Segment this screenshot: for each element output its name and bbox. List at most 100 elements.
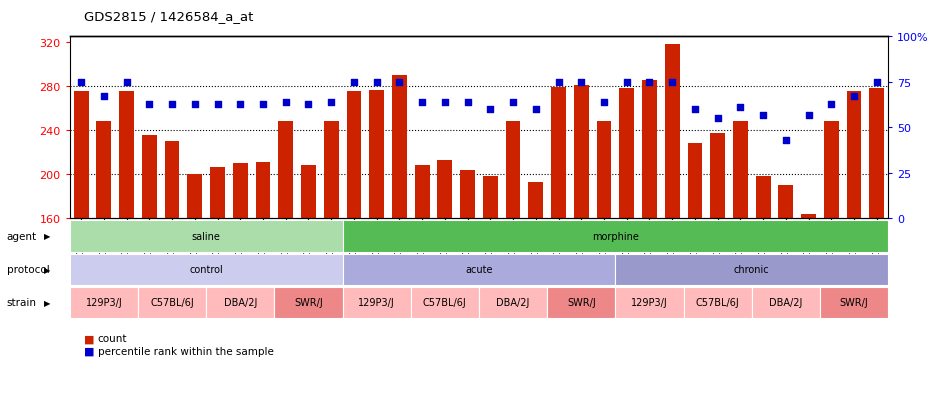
- Text: ▶: ▶: [44, 232, 50, 241]
- Point: [801, 112, 816, 119]
- Point: [483, 107, 498, 113]
- Bar: [528, 183, 543, 219]
- Point: [642, 79, 657, 86]
- Bar: [73, 92, 88, 219]
- Bar: [119, 92, 134, 219]
- Bar: [301, 166, 316, 219]
- Point: [324, 99, 339, 106]
- Point: [756, 112, 771, 119]
- Bar: [392, 76, 406, 219]
- Bar: [437, 161, 452, 219]
- Text: DBA/2J: DBA/2J: [497, 297, 530, 308]
- Text: 129P3/J: 129P3/J: [631, 297, 668, 308]
- Bar: [642, 81, 657, 219]
- Point: [347, 79, 362, 86]
- Point: [506, 99, 521, 106]
- Bar: [665, 45, 680, 219]
- Point: [687, 107, 702, 113]
- Bar: [506, 122, 521, 219]
- Point: [278, 99, 293, 106]
- Point: [528, 107, 543, 113]
- Text: control: control: [190, 264, 223, 275]
- Bar: [460, 171, 475, 219]
- Text: C57BL/6J: C57BL/6J: [150, 297, 194, 308]
- Point: [574, 79, 589, 86]
- Text: SWR/J: SWR/J: [567, 297, 595, 308]
- Point: [619, 79, 634, 86]
- Bar: [232, 164, 247, 219]
- Text: SWR/J: SWR/J: [840, 297, 869, 308]
- Bar: [278, 122, 293, 219]
- Bar: [574, 85, 589, 219]
- Point: [824, 101, 839, 108]
- Text: 129P3/J: 129P3/J: [86, 297, 122, 308]
- Text: ■: ■: [84, 346, 94, 356]
- Text: agent: agent: [7, 231, 36, 242]
- Text: strain: strain: [7, 297, 36, 308]
- Bar: [778, 186, 793, 219]
- Bar: [210, 167, 225, 219]
- Bar: [551, 88, 565, 219]
- Bar: [687, 144, 702, 219]
- Bar: [483, 177, 498, 219]
- Bar: [165, 142, 179, 219]
- Point: [256, 101, 271, 108]
- Bar: [187, 175, 202, 219]
- Point: [460, 99, 475, 106]
- Point: [846, 94, 861, 100]
- Point: [232, 101, 247, 108]
- Point: [733, 105, 748, 112]
- Bar: [415, 166, 430, 219]
- Bar: [711, 134, 725, 219]
- Text: SWR/J: SWR/J: [294, 297, 323, 308]
- Point: [596, 99, 611, 106]
- Bar: [801, 214, 816, 219]
- Text: chronic: chronic: [734, 264, 769, 275]
- Bar: [619, 89, 634, 219]
- Text: percentile rank within the sample: percentile rank within the sample: [98, 346, 273, 356]
- Point: [392, 79, 406, 86]
- Bar: [369, 91, 384, 219]
- Text: count: count: [98, 334, 127, 344]
- Bar: [824, 122, 839, 219]
- Bar: [596, 122, 611, 219]
- Text: DBA/2J: DBA/2J: [769, 297, 803, 308]
- Bar: [756, 177, 770, 219]
- Point: [165, 101, 179, 108]
- Point: [369, 79, 384, 86]
- Point: [551, 79, 566, 86]
- Bar: [324, 122, 339, 219]
- Point: [187, 101, 202, 108]
- Point: [665, 79, 680, 86]
- Text: C57BL/6J: C57BL/6J: [696, 297, 739, 308]
- Point: [210, 101, 225, 108]
- Point: [73, 79, 88, 86]
- Text: GDS2815 / 1426584_a_at: GDS2815 / 1426584_a_at: [84, 10, 253, 23]
- Bar: [733, 122, 748, 219]
- Text: DBA/2J: DBA/2J: [223, 297, 257, 308]
- Text: acute: acute: [465, 264, 493, 275]
- Text: ■: ■: [84, 334, 94, 344]
- Text: C57BL/6J: C57BL/6J: [423, 297, 467, 308]
- Bar: [870, 89, 884, 219]
- Text: protocol: protocol: [7, 264, 49, 275]
- Point: [301, 101, 316, 108]
- Text: ▶: ▶: [44, 265, 50, 274]
- Bar: [142, 135, 156, 219]
- Bar: [256, 163, 271, 219]
- Point: [711, 116, 725, 122]
- Point: [97, 94, 112, 100]
- Text: morphine: morphine: [591, 231, 639, 242]
- Point: [142, 101, 157, 108]
- Point: [415, 99, 430, 106]
- Point: [870, 79, 884, 86]
- Point: [778, 138, 793, 144]
- Bar: [347, 92, 361, 219]
- Text: saline: saline: [192, 231, 220, 242]
- Text: ▶: ▶: [44, 298, 50, 307]
- Bar: [97, 122, 112, 219]
- Point: [437, 99, 452, 106]
- Text: 129P3/J: 129P3/J: [358, 297, 395, 308]
- Point: [119, 79, 134, 86]
- Bar: [846, 92, 861, 219]
